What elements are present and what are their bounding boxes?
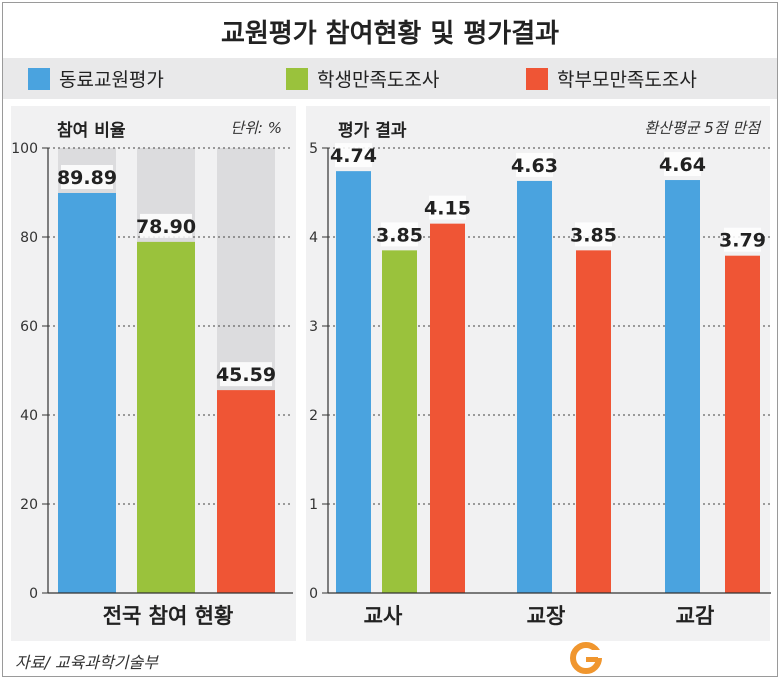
x-category-label: 교장 — [527, 604, 566, 628]
y-tick-label: 0 — [309, 586, 318, 602]
data-label-bg — [429, 195, 466, 220]
bar — [58, 192, 116, 593]
data-label: 3.85 — [376, 224, 423, 246]
bar — [382, 250, 417, 593]
data-label-bg — [140, 213, 192, 238]
data-label: 45.59 — [216, 364, 276, 386]
y-tick-label: 2 — [309, 408, 318, 424]
legend-label-parent: 학부모만족도조사 — [557, 69, 697, 91]
y-tick-label: 60 — [20, 319, 38, 335]
legend: 동료교원평가 학생만족도조사 학부모만족도조사 — [3, 58, 777, 99]
data-label-bg — [61, 164, 113, 189]
bar — [336, 171, 371, 593]
chart-title: 교원평가 참여현황 및 평가결과 — [220, 19, 560, 49]
data-label-bg — [220, 362, 272, 387]
yonhap-g-logo-icon — [570, 642, 602, 674]
y-tick-label: 4 — [309, 230, 318, 246]
evaluation-panel-title: 평가 결과 — [338, 121, 407, 141]
x-category-label: 교사 — [364, 604, 403, 628]
data-label: 3.85 — [570, 224, 617, 246]
data-label: 89.89 — [57, 167, 117, 189]
x-category-label: 전국 참여 현황 — [103, 604, 234, 628]
data-label-bg — [664, 152, 701, 177]
y-tick-label: 0 — [29, 586, 38, 602]
data-label: 4.63 — [511, 155, 558, 177]
bar — [517, 180, 552, 593]
legend-swatch-peer — [28, 67, 50, 90]
legend-item-student: 학생만족도조사 — [286, 58, 439, 99]
legend-swatch-student — [286, 67, 308, 90]
source-note: 자료/ 교육과학기술부 — [15, 653, 158, 672]
legend-item-parent: 학부모만족도조사 — [526, 58, 697, 99]
y-tick-label: 40 — [20, 408, 38, 424]
legend-item-peer: 동료교원평가 — [28, 58, 164, 99]
data-label-bg — [335, 143, 372, 168]
data-label-bg — [724, 227, 761, 252]
bar — [137, 241, 195, 593]
data-label: 4.64 — [659, 154, 706, 176]
y-tick-label: 20 — [20, 497, 38, 513]
legend-label-student: 학생만족도조사 — [317, 69, 440, 91]
data-label-bg — [575, 222, 612, 247]
bar — [576, 250, 611, 593]
participation-unit-note: 단위: % — [230, 119, 282, 137]
bar — [430, 223, 465, 593]
data-label-bg — [381, 222, 418, 247]
participation-panel-title: 참여 비율 — [57, 121, 126, 141]
data-label: 3.79 — [719, 230, 766, 252]
y-tick-label: 5 — [309, 141, 318, 157]
evaluation-unit-note: 환산평균 5점 만점 — [644, 119, 760, 137]
data-label: 4.15 — [424, 198, 471, 220]
legend-label-peer: 동료교원평가 — [59, 69, 164, 91]
chart-canvas: 0 20 40 60 80 100 89.89 78.90 45.59 전국 참여 현황 0 1 2 3 4… — [11, 141, 771, 628]
y-tick-label: 3 — [309, 319, 318, 335]
data-label: 4.74 — [330, 145, 377, 167]
bar — [665, 180, 700, 594]
bar — [725, 255, 760, 593]
legend-swatch-parent — [526, 67, 548, 90]
y-tick-label: 1 — [309, 497, 318, 513]
data-label-bg — [516, 152, 553, 177]
y-tick-label: 80 — [20, 230, 38, 246]
y-tick-label: 100 — [11, 141, 38, 157]
x-category-label: 교감 — [676, 604, 715, 628]
data-label: 78.90 — [136, 216, 196, 238]
bar — [217, 390, 275, 593]
